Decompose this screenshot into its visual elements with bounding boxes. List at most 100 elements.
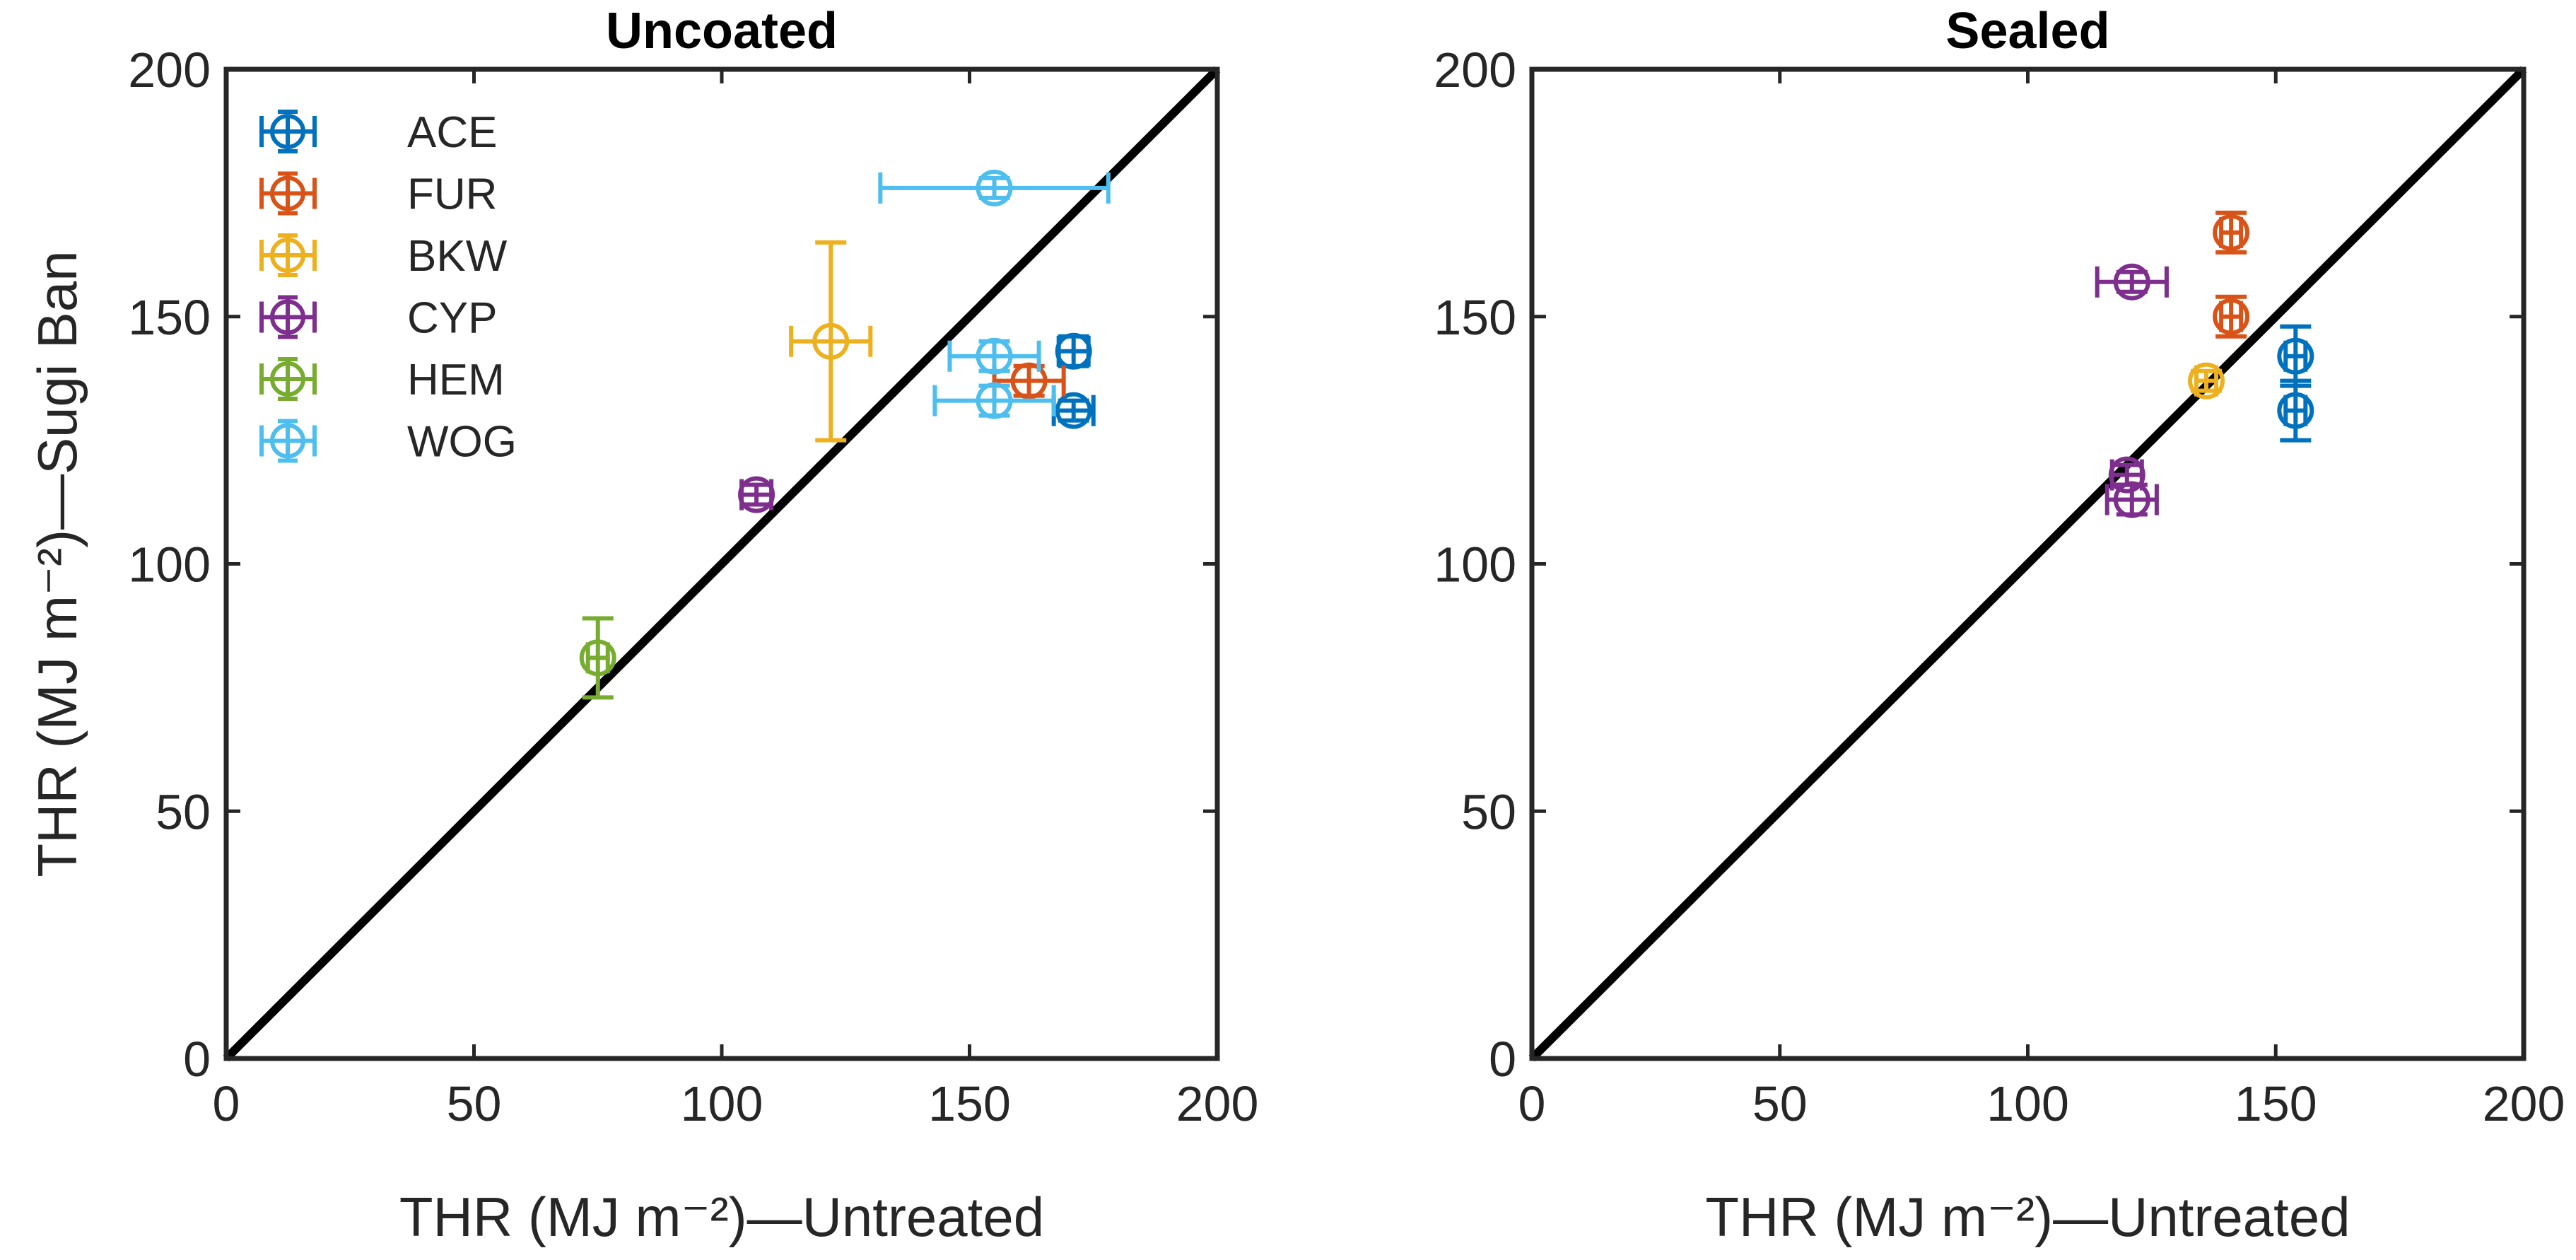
error-bar (947, 339, 1041, 373)
marker (2277, 337, 2314, 375)
error-bar (2215, 210, 2247, 255)
error-bar (2095, 266, 2169, 298)
legend-label: WOG (407, 418, 517, 467)
marker (976, 337, 1013, 375)
marker (579, 639, 616, 677)
error-bar (2104, 482, 2159, 517)
y-tick-label: 50 (1461, 784, 1516, 839)
marker (2113, 481, 2150, 518)
x-tick-label: 0 (1518, 1076, 1546, 1131)
marker (1010, 362, 1048, 399)
uncoated-ticks: 0 50 100 150 200 0 50 100 150 200 (128, 42, 1258, 1131)
error-bar (2215, 294, 2247, 339)
uncoated-y-axis-label: THR (MJ m⁻²)—Sugi Ban (26, 250, 88, 877)
legend-marker-icon (270, 423, 305, 459)
legend-label: FUR (407, 170, 497, 219)
uncoated-axes-frame (223, 66, 1220, 1061)
legend-errbar-icon (259, 233, 317, 277)
error-bar (878, 172, 1111, 204)
legend-item-hem: HEM (259, 356, 505, 404)
marker (2213, 214, 2250, 251)
legend-label: ACE (407, 108, 497, 157)
legend-errbar-icon (259, 295, 317, 339)
marker (2113, 263, 2150, 301)
uncoated-identity-line (223, 66, 1221, 1062)
legend-marker-icon (270, 175, 305, 211)
sealed-ticks: 0 50 100 150 200 0 50 100 150 200 (1434, 42, 2565, 1131)
legend-errbar-icon (259, 419, 317, 463)
x-tick-label: 200 (1176, 1076, 1259, 1131)
x-tick-label: 0 (213, 1076, 240, 1131)
legend-item-fur: FUR (259, 170, 497, 219)
error-bar (2280, 378, 2312, 443)
data-point-wog (932, 382, 1056, 419)
sealed-data-points (2095, 210, 2314, 518)
x-tick-label: 50 (447, 1076, 502, 1131)
uncoated-x-axis-label: THR (MJ m⁻²)—Untreated (399, 1186, 1044, 1248)
data-point-fur (2213, 210, 2250, 255)
legend-errbar-icon (259, 171, 317, 216)
legend-marker-icon (270, 238, 305, 273)
legend-marker-icon (270, 361, 305, 397)
legend-label: HEM (407, 356, 505, 404)
uncoated-data-points (579, 169, 1111, 700)
legend-label: CYP (407, 294, 497, 343)
marker (976, 382, 1013, 419)
marker (812, 322, 850, 360)
error-bar (2280, 324, 2312, 388)
marker (1055, 392, 1092, 429)
y-tick-label: 0 (1489, 1032, 1516, 1087)
legend-item-bkw: BKW (259, 232, 508, 281)
data-point-ace (2277, 324, 2314, 388)
legend-marker-icon (270, 114, 305, 149)
legend-item-wog: WOG (259, 418, 517, 467)
data-point-ace (2277, 378, 2314, 443)
marker (738, 476, 775, 513)
y-tick-label: 100 (1434, 537, 1516, 593)
legend-label: BKW (407, 232, 508, 281)
y-tick-label: 200 (1434, 42, 1516, 98)
legend-errbar-icon (259, 357, 317, 401)
y-tick-label: 100 (128, 537, 211, 593)
error-bar (932, 383, 1056, 418)
x-tick-label: 200 (2483, 1076, 2565, 1131)
data-point-wog (878, 169, 1111, 206)
legend-marker-icon (270, 299, 305, 335)
x-tick-label: 150 (2235, 1076, 2317, 1131)
x-tick-label: 50 (1752, 1076, 1808, 1131)
data-point-wog (947, 337, 1041, 375)
uncoated-title: Uncoated (606, 3, 838, 59)
data-point-cyp (2108, 456, 2145, 494)
marker (976, 169, 1013, 206)
x-tick-label: 150 (928, 1076, 1011, 1131)
error-bar (2191, 365, 2223, 397)
error-bar (789, 240, 873, 443)
y-tick-label: 200 (128, 42, 211, 98)
sealed-title: Sealed (1945, 3, 2109, 59)
y-tick-label: 150 (128, 290, 211, 345)
marker (2213, 298, 2250, 335)
data-point-cyp (2104, 481, 2159, 518)
error-bar (992, 363, 1066, 398)
marker (2188, 362, 2225, 399)
y-tick-label: 150 (1434, 290, 1516, 345)
x-tick-label: 100 (681, 1076, 763, 1131)
data-point-cyp (2095, 263, 2169, 301)
data-point-fur (2213, 294, 2250, 339)
data-point-fur (992, 362, 1066, 399)
data-point-cyp (738, 476, 775, 513)
data-point-bkw (789, 240, 873, 443)
marker (2277, 392, 2314, 429)
sealed-identity-line (1528, 66, 2527, 1062)
error-bar (582, 616, 614, 700)
legend-item-ace: ACE (259, 108, 497, 157)
data-point-bkw (2188, 362, 2225, 399)
sealed-axes-frame (1529, 66, 2527, 1061)
x-tick-label: 100 (1986, 1076, 2069, 1131)
legend-item-cyp: CYP (259, 294, 497, 343)
legend: ACE FUR BKW CYP HEM WOG (259, 108, 517, 467)
panel-sealed: 0 50 100 150 200 0 50 100 150 200 Sealed THR (MJ … (1434, 3, 2565, 1248)
sealed-x-axis-label: THR (MJ m⁻²)—Untreated (1705, 1186, 2350, 1248)
marker (2108, 456, 2145, 494)
